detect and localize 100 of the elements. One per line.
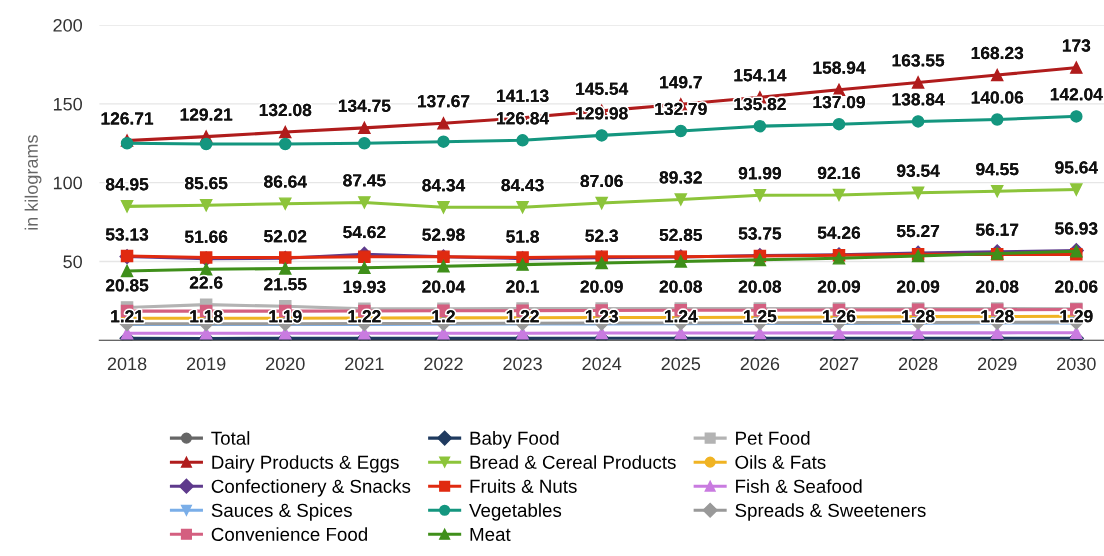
data-label: 132.08 bbox=[259, 103, 312, 117]
legend-label: Oils & Fats bbox=[735, 455, 826, 469]
y-tick-label: 200 bbox=[53, 18, 82, 32]
legend-label: Meat bbox=[470, 527, 511, 542]
y-axis-title: in kilograms bbox=[24, 135, 42, 230]
data-label: 138.84 bbox=[892, 93, 945, 106]
data-label: 1.28 bbox=[902, 310, 935, 323]
data-label: 52.85 bbox=[659, 228, 703, 242]
legend-label: Spreads & Sweeteners bbox=[735, 503, 926, 521]
x-tick-label: 2022 bbox=[424, 357, 463, 371]
x-tick-label: 2020 bbox=[266, 357, 305, 371]
data-label: 51.8 bbox=[506, 230, 539, 243]
data-label: 1.18 bbox=[190, 310, 223, 323]
data-label: 158.94 bbox=[813, 61, 866, 74]
data-label: 94.55 bbox=[976, 163, 1019, 176]
legend-label: Pet Food bbox=[736, 431, 810, 445]
x-tick-label: 2024 bbox=[582, 357, 622, 371]
data-label: 20.09 bbox=[580, 280, 623, 293]
data-label: 52.3 bbox=[585, 229, 618, 242]
data-label: 168.23 bbox=[971, 46, 1024, 60]
data-label: 84.34 bbox=[422, 179, 466, 192]
data-label: 54.26 bbox=[817, 226, 861, 239]
data-label: 92.16 bbox=[817, 166, 861, 180]
data-label: 21.55 bbox=[264, 278, 307, 291]
data-label: 163.55 bbox=[892, 54, 945, 67]
legend-label: Sauces & Spices bbox=[211, 503, 352, 521]
x-tick-label: 2018 bbox=[107, 357, 147, 371]
data-label: 20.08 bbox=[976, 280, 1019, 293]
data-label: 20.1 bbox=[506, 280, 539, 293]
data-label: 52.98 bbox=[422, 228, 465, 241]
legend-label: Baby Food bbox=[470, 431, 559, 449]
data-label: 173 bbox=[1062, 39, 1091, 52]
x-tick-label: 2028 bbox=[898, 357, 938, 371]
data-label: 141.13 bbox=[497, 89, 549, 102]
data-label: 142.04 bbox=[1050, 88, 1103, 101]
legend-label: Vegetables bbox=[469, 503, 562, 521]
data-label: 135.82 bbox=[734, 97, 786, 111]
data-label: 95.64 bbox=[1055, 161, 1098, 174]
data-label: 20.85 bbox=[105, 279, 149, 292]
data-label: 93.54 bbox=[896, 164, 940, 177]
data-label: 1.22 bbox=[348, 310, 381, 323]
legend-label: Confectionery & Snacks bbox=[211, 479, 411, 497]
y-tick-label: 150 bbox=[53, 97, 82, 111]
data-label: 20.04 bbox=[422, 280, 466, 293]
data-label: 1.24 bbox=[664, 310, 698, 323]
y-tick-label: 50 bbox=[63, 255, 82, 269]
data-label: 53.13 bbox=[105, 228, 149, 241]
legend-label: Fish & Seafood bbox=[736, 479, 862, 493]
x-tick-label: 2029 bbox=[978, 357, 1017, 371]
data-label: 22.6 bbox=[189, 276, 223, 289]
data-label: 55.27 bbox=[896, 224, 940, 238]
data-label: 129.21 bbox=[180, 108, 233, 121]
data-label: 20.08 bbox=[738, 280, 782, 293]
data-label: 132.79 bbox=[655, 102, 707, 116]
x-tick-label: 2019 bbox=[186, 357, 226, 371]
data-label: 84.95 bbox=[105, 178, 149, 191]
data-label: 126.71 bbox=[101, 112, 154, 125]
data-label: 1.21 bbox=[111, 310, 144, 323]
data-label: 137.67 bbox=[418, 95, 470, 108]
data-label: 54.62 bbox=[343, 225, 386, 239]
data-label: 1.29 bbox=[1060, 310, 1093, 323]
data-label: 1.25 bbox=[744, 310, 777, 323]
data-label: 56.17 bbox=[976, 223, 1019, 236]
legend-label: Fruits & Nuts bbox=[470, 479, 577, 493]
data-label: 56.93 bbox=[1055, 222, 1098, 235]
data-label: 137.09 bbox=[813, 95, 865, 109]
data-label: 20.09 bbox=[817, 280, 861, 293]
data-label: 53.75 bbox=[738, 227, 782, 240]
data-label: 91.99 bbox=[738, 167, 781, 180]
y-tick-label: 100 bbox=[53, 176, 82, 190]
x-tick-label: 2025 bbox=[661, 357, 701, 371]
x-tick-label: 2023 bbox=[503, 357, 542, 371]
data-label: 1.23 bbox=[585, 310, 618, 323]
data-label: 140.06 bbox=[971, 91, 1024, 104]
data-label: 19.93 bbox=[343, 280, 386, 293]
data-label: 149.7 bbox=[660, 76, 702, 89]
data-label: 87.45 bbox=[343, 174, 386, 187]
legend-label: Convenience Food bbox=[211, 527, 367, 542]
x-tick-label: 2021 bbox=[345, 357, 384, 371]
legend-label: Dairy Products & Eggs bbox=[212, 455, 399, 473]
data-label: 52.02 bbox=[264, 230, 307, 243]
data-label: 1.26 bbox=[823, 310, 856, 323]
data-label: 1.2 bbox=[432, 310, 455, 323]
data-label: 84.43 bbox=[501, 178, 544, 192]
data-label: 20.09 bbox=[896, 280, 940, 293]
data-label: 134.75 bbox=[338, 99, 391, 112]
data-label: 85.65 bbox=[184, 177, 228, 190]
legend-label: Bread & Cereal Products bbox=[470, 455, 676, 469]
data-label: 145.54 bbox=[576, 82, 629, 95]
data-label: 1.28 bbox=[981, 310, 1014, 323]
x-tick-label: 2027 bbox=[819, 357, 859, 371]
legend-label: Total bbox=[211, 431, 250, 445]
data-label: 89.32 bbox=[659, 171, 702, 184]
data-label: 86.64 bbox=[264, 175, 307, 188]
data-label: 20.06 bbox=[1055, 280, 1098, 293]
data-label: 51.66 bbox=[184, 230, 228, 243]
data-label: 20.08 bbox=[659, 280, 702, 293]
data-label: 154.14 bbox=[734, 69, 787, 82]
x-tick-label: 2030 bbox=[1057, 357, 1096, 371]
data-label: 87.06 bbox=[580, 174, 623, 188]
